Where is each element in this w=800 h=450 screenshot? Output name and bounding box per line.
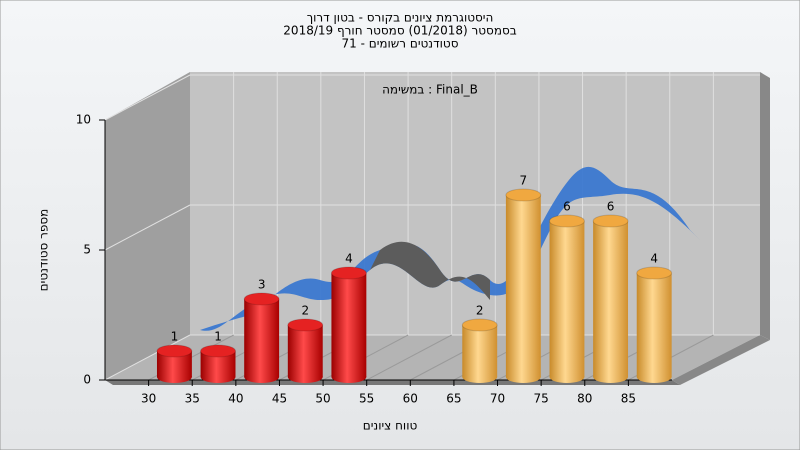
- x-tick-label: 60: [403, 392, 418, 406]
- value-label: 2: [476, 304, 484, 318]
- bar-body: [244, 299, 280, 377]
- bar: [287, 318, 324, 383]
- x-tick-label: 30: [141, 392, 156, 406]
- bar: [243, 292, 280, 383]
- bar: [156, 344, 193, 383]
- x-tick-label: 35: [185, 392, 200, 406]
- x-tick-label: 45: [272, 392, 287, 406]
- x-tick-label: 65: [446, 392, 461, 406]
- bar-body: [462, 325, 498, 377]
- x-tick-label: 75: [534, 392, 549, 406]
- bar-top: [243, 292, 280, 306]
- bar-top: [461, 318, 498, 332]
- x-tick-label: 55: [359, 392, 374, 406]
- value-label: 6: [607, 200, 615, 214]
- annotation: במשימה : Final_B: [382, 83, 478, 97]
- chart-subtitle: סטודנטים רשומים - 71: [341, 37, 458, 51]
- bar-body: [287, 325, 323, 377]
- y-tick-label: 5: [83, 243, 91, 257]
- bar: [461, 318, 498, 383]
- grid-line: [104, 334, 191, 381]
- floor-edge: [672, 335, 770, 385]
- bar: [549, 214, 585, 383]
- value-label: 1: [214, 330, 222, 344]
- bar-top: [592, 214, 629, 228]
- grid-line: [104, 74, 191, 121]
- bar-top: [505, 188, 542, 202]
- x-tick-label: 70: [490, 392, 505, 406]
- value-label: 6: [563, 200, 571, 214]
- value-label: 7: [520, 174, 528, 188]
- bar: [636, 266, 673, 383]
- bar: [592, 214, 629, 383]
- bar-top: [156, 344, 193, 358]
- x-tick-label: 40: [228, 392, 243, 406]
- bar-top: [330, 266, 367, 280]
- x-tick-label: 80: [577, 392, 592, 406]
- bar-top: [287, 318, 324, 332]
- value-label: 2: [301, 304, 309, 318]
- chart-subtitle: בסמסטר (01/2018) סמסטר חורף 2018/19: [283, 24, 516, 38]
- bar-body: [549, 221, 585, 377]
- x-tick-label: 50: [315, 392, 330, 406]
- x-tick-label: 85: [621, 392, 636, 406]
- bar-top: [549, 214, 585, 228]
- distribution-ribbon: [200, 166, 700, 331]
- bar-body: [593, 221, 629, 377]
- left-wall: [105, 72, 190, 380]
- grid-line: [104, 204, 191, 251]
- bar-body: [331, 273, 367, 377]
- bar: [505, 188, 542, 383]
- value-label: 1: [171, 330, 179, 344]
- bar-top: [636, 266, 673, 280]
- value-label: 4: [345, 252, 353, 266]
- y-axis-label: מספר סטודנטים: [37, 209, 51, 292]
- value-label: 4: [650, 252, 658, 266]
- bar: [330, 266, 367, 383]
- bar-body: [636, 273, 672, 377]
- bar-top: [200, 344, 236, 358]
- floor-edge: [105, 380, 680, 385]
- value-label: 3: [258, 278, 266, 292]
- y-tick-label: 10: [76, 113, 91, 127]
- distribution-ribbon: [370, 241, 490, 300]
- grid-line: [366, 334, 452, 381]
- wall-edge: [760, 72, 770, 340]
- x-axis-label: טווח ציונים: [363, 419, 418, 433]
- bar: [200, 344, 236, 383]
- y-tick-label: 0: [83, 373, 91, 387]
- chart-title: היסטוגרמת ציונים בקורס - בטון דרוך: [307, 11, 494, 25]
- bar-body: [505, 195, 541, 377]
